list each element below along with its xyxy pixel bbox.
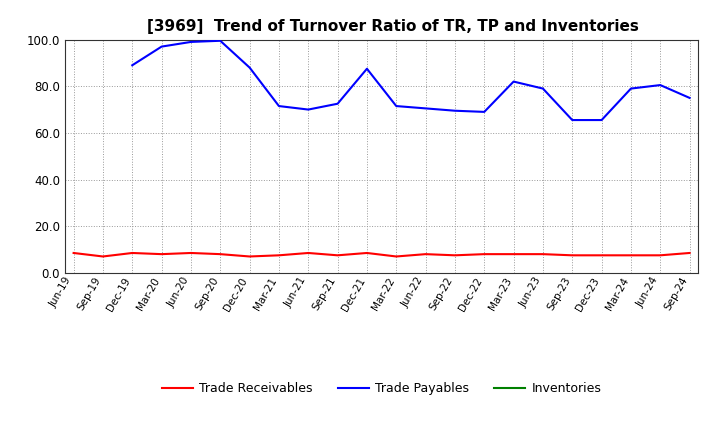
Trade Receivables (509, 252, 518, 257)
Trade Receivables (333, 253, 342, 258)
Trade Payables (598, 117, 606, 123)
Trade Receivables (656, 253, 665, 258)
Trade Receivables (539, 252, 547, 257)
Trade Payables (656, 82, 665, 88)
Trade Receivables (304, 250, 312, 256)
Trade Receivables (69, 250, 78, 256)
Trade Receivables (421, 252, 430, 257)
Trade Payables (626, 86, 635, 91)
Trade Payables (685, 95, 694, 100)
Trade Receivables (216, 252, 225, 257)
Trade Payables (480, 109, 489, 114)
Trade Payables (304, 107, 312, 112)
Trade Receivables (363, 250, 372, 256)
Trade Payables (333, 101, 342, 106)
Trade Payables (363, 66, 372, 71)
Trade Payables (509, 79, 518, 84)
Trade Receivables (274, 253, 283, 258)
Line: Trade Payables: Trade Payables (132, 41, 690, 120)
Trade Payables (392, 103, 400, 109)
Trade Receivables (626, 253, 635, 258)
Trade Payables (216, 38, 225, 44)
Trade Payables (128, 62, 137, 68)
Trade Payables (451, 108, 459, 114)
Trade Payables (421, 106, 430, 111)
Trade Receivables (392, 254, 400, 259)
Trade Payables (539, 86, 547, 91)
Trade Payables (274, 103, 283, 109)
Trade Receivables (186, 250, 195, 256)
Line: Trade Receivables: Trade Receivables (73, 253, 690, 257)
Trade Receivables (685, 250, 694, 256)
Text: [3969]  Trend of Turnover Ratio of TR, TP and Inventories: [3969] Trend of Turnover Ratio of TR, TP… (147, 19, 639, 34)
Trade Payables (157, 44, 166, 49)
Trade Receivables (128, 250, 137, 256)
Trade Receivables (451, 253, 459, 258)
Trade Receivables (99, 254, 107, 259)
Trade Payables (568, 117, 577, 123)
Trade Receivables (568, 253, 577, 258)
Trade Receivables (480, 252, 489, 257)
Trade Receivables (598, 253, 606, 258)
Trade Payables (186, 39, 195, 44)
Trade Payables (246, 65, 254, 70)
Trade Receivables (246, 254, 254, 259)
Trade Receivables (157, 252, 166, 257)
Legend: Trade Receivables, Trade Payables, Inventories: Trade Receivables, Trade Payables, Inven… (157, 377, 606, 400)
